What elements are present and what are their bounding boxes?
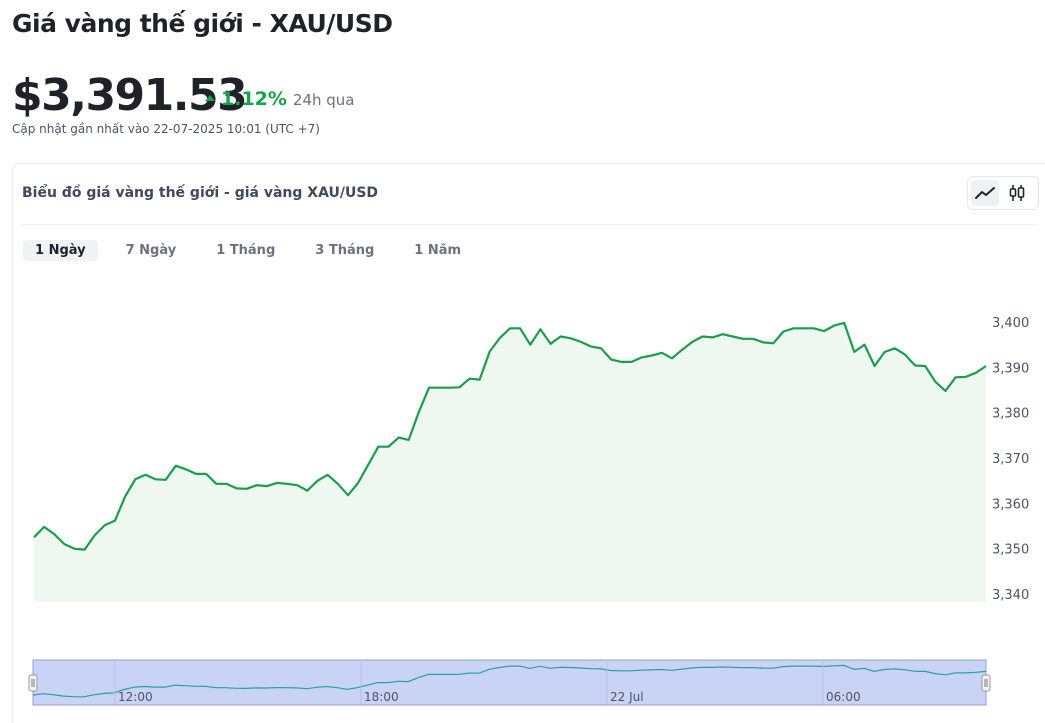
price-change: 1.12% 24h qua bbox=[205, 88, 355, 110]
candlestick-icon bbox=[1009, 185, 1025, 201]
navigator-label: 06:00 bbox=[826, 690, 861, 704]
tab-3-months[interactable]: 3 Tháng bbox=[315, 243, 375, 258]
y-tick-label: 3,360 bbox=[992, 497, 1029, 512]
line-chart-icon bbox=[975, 187, 995, 199]
navigator-left-handle[interactable] bbox=[28, 674, 38, 692]
last-updated: Cập nhật gần nhất vào 22-07-2025 10:01 (… bbox=[12, 122, 320, 136]
y-tick-label: 3,380 bbox=[992, 407, 1029, 422]
navigator-label: 22 Jul bbox=[610, 690, 644, 704]
page-title: Giá vàng thế giới - XAU/USD bbox=[12, 9, 393, 38]
change-percent: 1.12% bbox=[221, 88, 287, 110]
y-tick-label: 3,340 bbox=[992, 588, 1029, 603]
candlestick-button[interactable] bbox=[1003, 180, 1031, 206]
chart-card-title: Biểu đồ giá vàng thế giới - giá vàng XAU… bbox=[22, 185, 379, 201]
navigator-label: 12:00 bbox=[118, 690, 153, 704]
line-chart-button[interactable] bbox=[971, 180, 999, 206]
y-tick-label: 3,350 bbox=[992, 543, 1029, 558]
y-tick-label: 3,390 bbox=[992, 361, 1029, 376]
navigator-label: 18:00 bbox=[364, 690, 399, 704]
price-area-fill bbox=[34, 322, 986, 602]
tab-1-day[interactable]: 1 Ngày bbox=[23, 240, 98, 261]
up-arrow-icon bbox=[205, 95, 215, 101]
y-tick-label: 3,370 bbox=[992, 452, 1029, 467]
tab-1-year[interactable]: 1 Năm bbox=[414, 243, 462, 258]
navigator-line bbox=[32, 664, 987, 698]
change-period: 24h qua bbox=[292, 91, 355, 109]
navigator-right-handle[interactable] bbox=[981, 674, 991, 692]
price-line bbox=[33, 321, 987, 551]
chart-view-toggle bbox=[967, 176, 1039, 210]
range-tabs: 1 Ngày 7 Ngày 1 Tháng 3 Tháng 1 Năm bbox=[23, 240, 489, 261]
card-divider bbox=[21, 224, 1037, 225]
tab-1-month[interactable]: 1 Tháng bbox=[216, 243, 276, 258]
tab-7-days[interactable]: 7 Ngày bbox=[125, 243, 177, 258]
y-tick-label: 3,400 bbox=[992, 316, 1029, 331]
